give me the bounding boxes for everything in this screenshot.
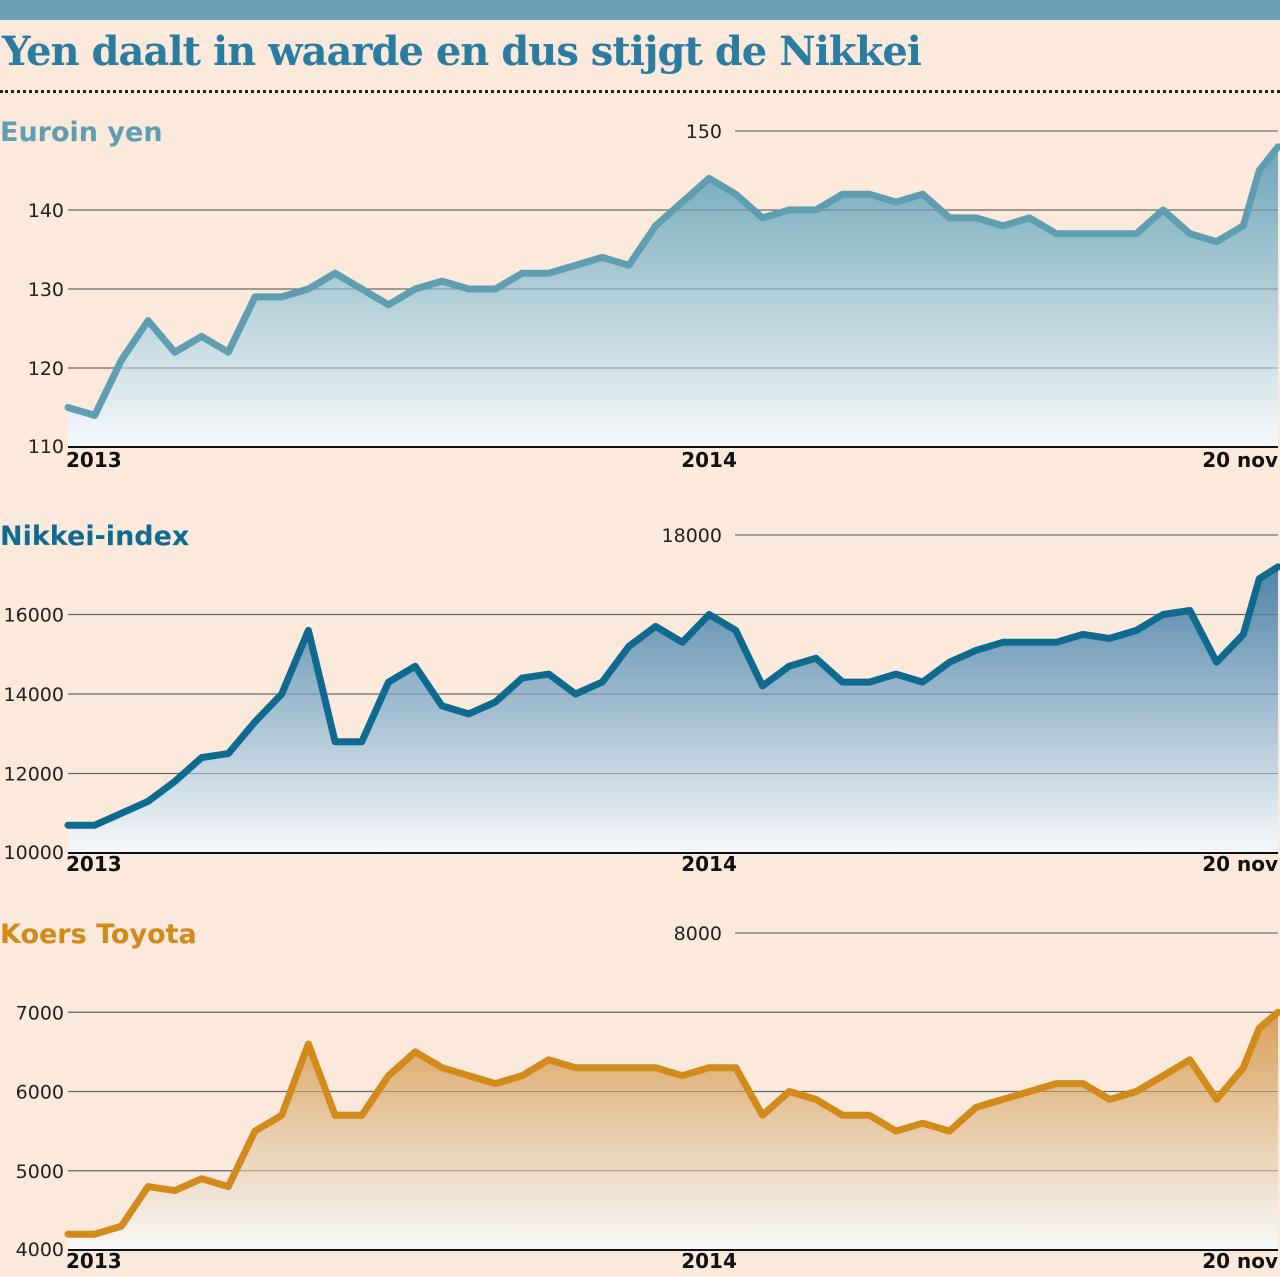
x-tick-label: 2014: [681, 1249, 737, 1273]
x-tick-label: 2013: [66, 1249, 122, 1273]
chart-title: Euroin yen: [0, 117, 163, 148]
chart-panel-2: Koers Toyota 4000 5000 6000 7000 8000 2013 2014…: [0, 919, 1280, 1273]
y-tick-label: 150: [686, 121, 722, 143]
chart-title: Koers Toyota: [0, 919, 197, 950]
y-tick-label: 7000: [16, 1002, 64, 1024]
chart-title: Nikkei-index: [0, 521, 189, 552]
y-tick-label: 5000: [16, 1161, 64, 1183]
x-tick-label: 2014: [681, 448, 737, 472]
x-tick-label: 20 nov: [1202, 448, 1278, 472]
y-tick-label: 130: [28, 279, 64, 301]
y-tick-label: 4000: [16, 1239, 64, 1261]
dotted-divider: [0, 90, 1280, 93]
x-tick-label: 2013: [66, 852, 122, 876]
y-tick-label: 12000: [4, 764, 64, 786]
y-tick-label: 6000: [16, 1082, 64, 1104]
y-tick-label: 120: [28, 358, 64, 380]
series-area: [68, 1012, 1278, 1250]
chart-panel-0: Euroin yen 110 120 130 140 150 2013 2014 20 nov: [0, 117, 1280, 472]
y-tick-label: 14000: [4, 684, 64, 706]
chart-panel-1: Nikkei-index 10000 12000 14000 16000 18000 201…: [0, 521, 1280, 876]
y-tick-label: 16000: [4, 605, 64, 627]
y-tick-label: 110: [28, 436, 64, 458]
y-tick-label: 10000: [4, 842, 64, 864]
x-tick-label: 2014: [681, 852, 737, 876]
y-tick-label: 140: [28, 200, 64, 222]
series-area: [68, 566, 1278, 853]
y-tick-label: 8000: [674, 923, 722, 945]
x-tick-label: 20 nov: [1202, 1249, 1278, 1273]
x-tick-label: 2013: [66, 448, 122, 472]
series-area: [68, 146, 1278, 448]
header-bar: [0, 0, 1280, 20]
x-tick-label: 20 nov: [1202, 852, 1278, 876]
page-title: Yen daalt in waarde en dus stijgt de Nik…: [2, 28, 922, 75]
y-tick-label: 18000: [662, 525, 722, 547]
